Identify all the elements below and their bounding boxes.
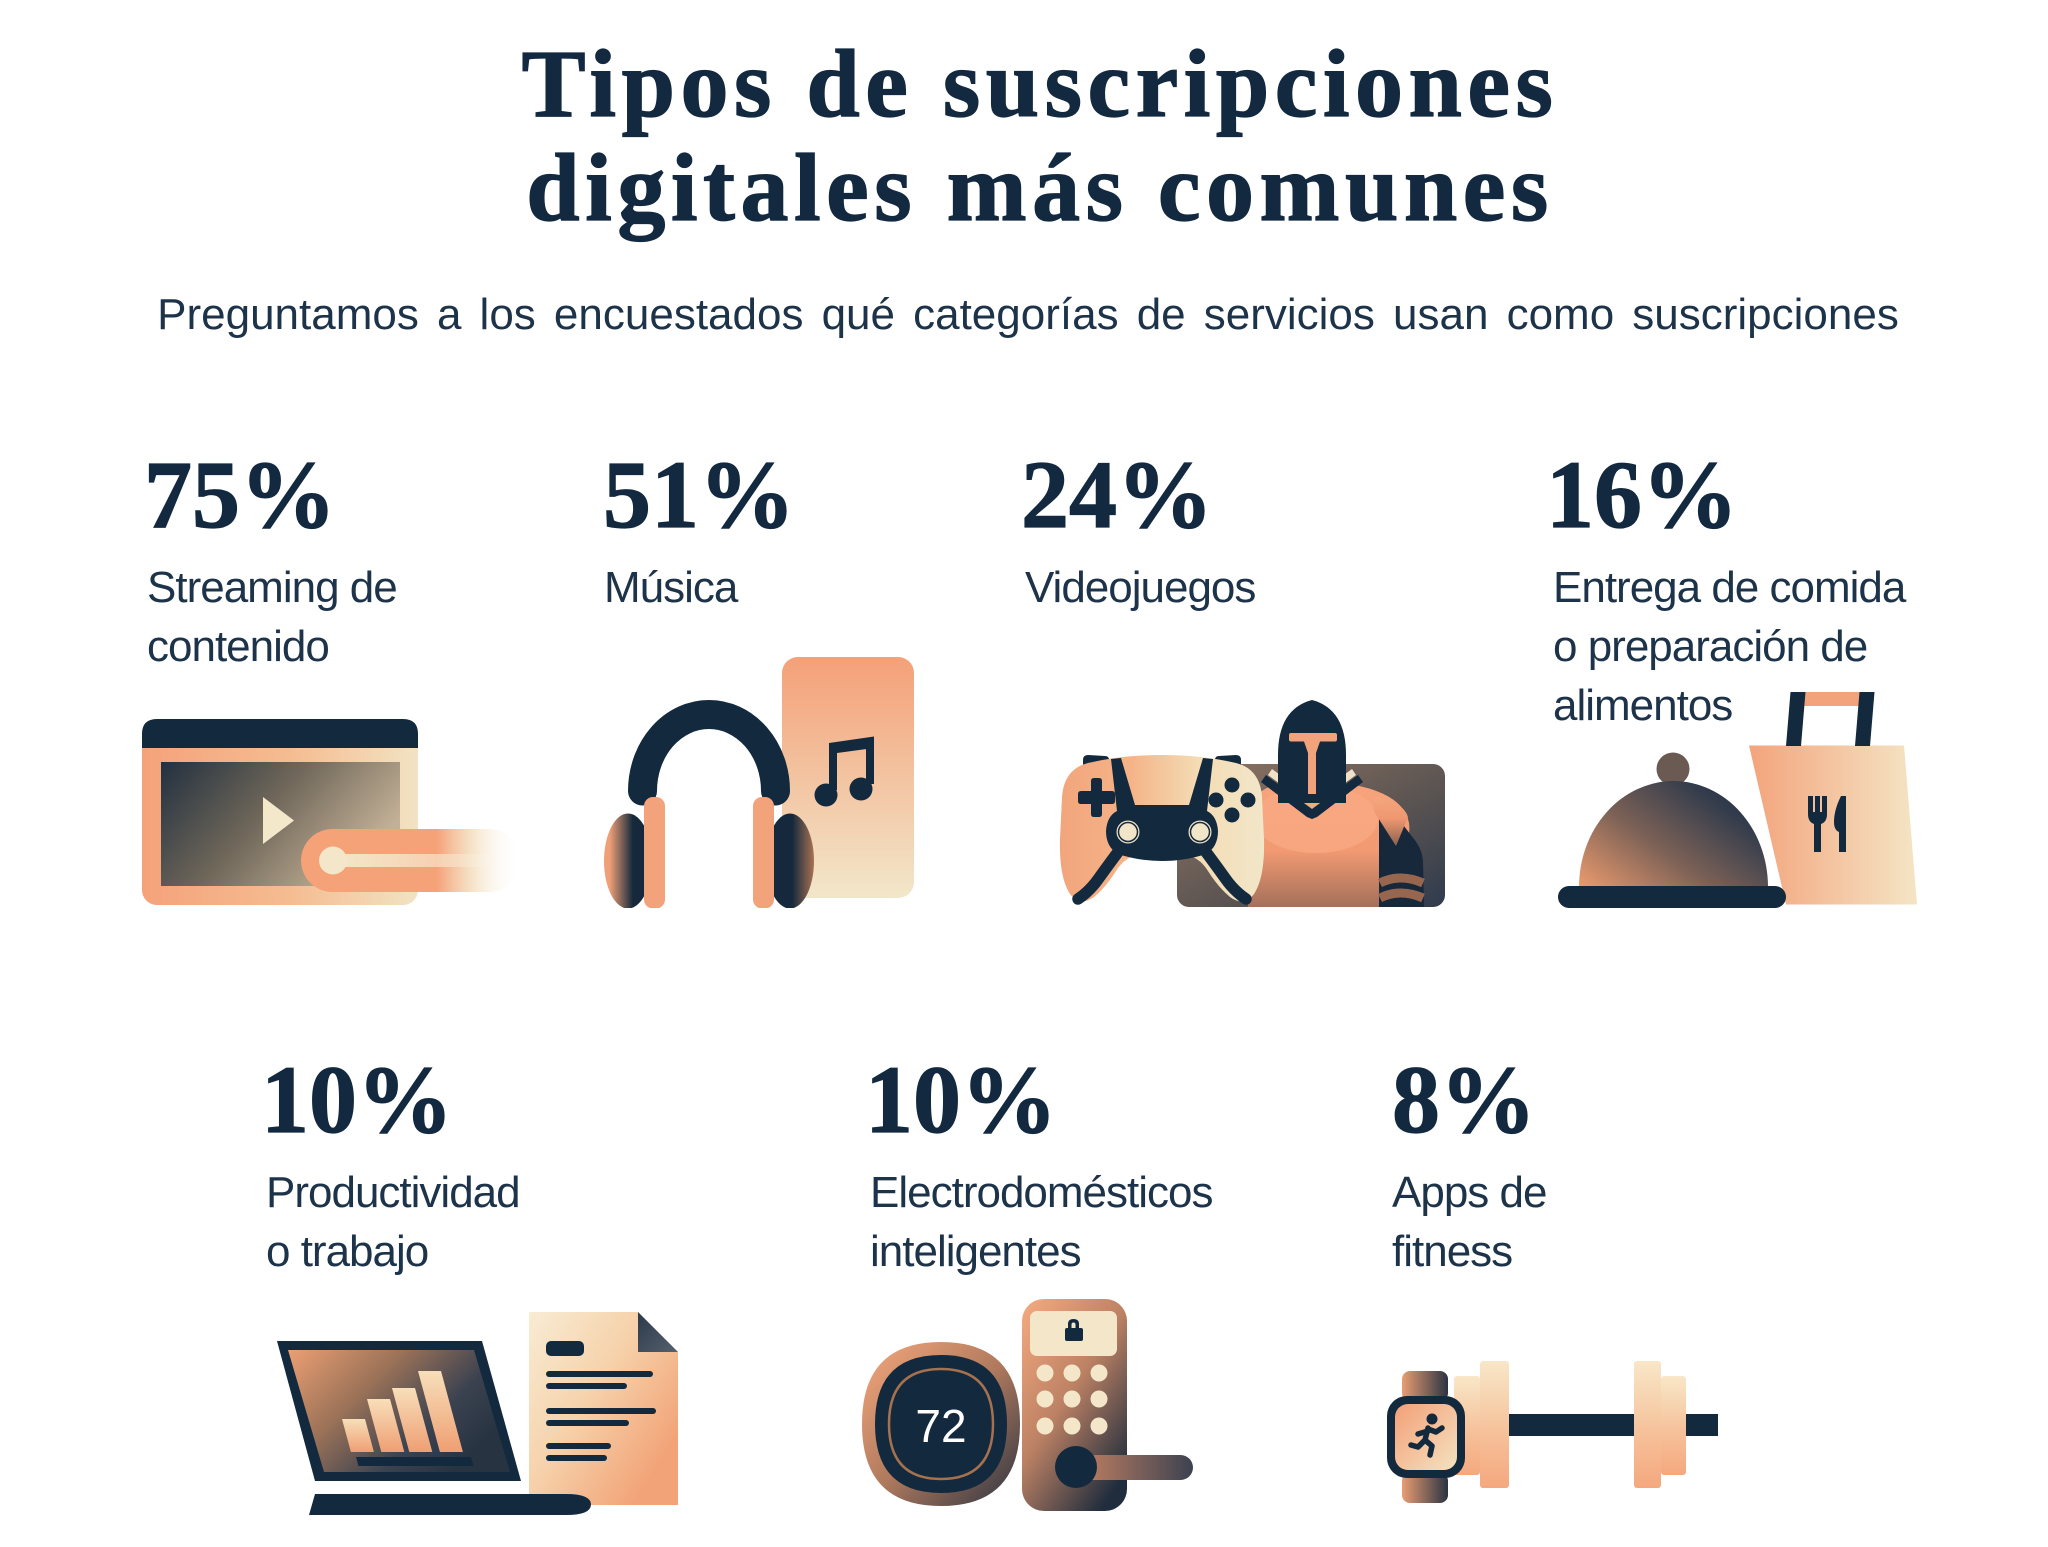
svg-text:72: 72 (915, 1400, 966, 1452)
